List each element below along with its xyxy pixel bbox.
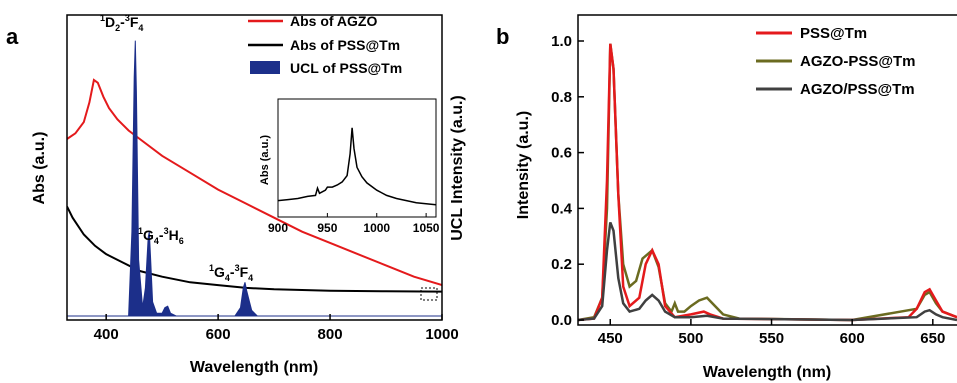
inset-x-tick-label: 950 bbox=[317, 221, 337, 235]
inset-x-tick-label: 1000 bbox=[363, 221, 390, 235]
y-tick-label: 0.8 bbox=[551, 89, 572, 106]
svg-text:1G4-3H6: 1G4-3H6 bbox=[138, 226, 184, 246]
annotation-1g4-3f4: 1G4-3F4 bbox=[209, 263, 253, 283]
panel-b-frame bbox=[577, 14, 957, 326]
inset-plot-area bbox=[278, 127, 436, 206]
svg-text:1G4-3F4: 1G4-3F4 bbox=[209, 263, 253, 283]
inset-frame bbox=[277, 98, 437, 218]
panel-b-plot-area bbox=[578, 43, 957, 322]
y-tick-label: 0.0 bbox=[551, 312, 572, 329]
inset-x-axis: 900 950 1000 1050 bbox=[268, 213, 440, 235]
panel-b-label: b bbox=[496, 24, 509, 49]
inset-ylabel: Abs (a.u.) bbox=[259, 135, 271, 185]
annotation-1g4-3h6: 1G4-3H6 bbox=[138, 226, 184, 246]
panel-b: b Intensity (a.u.) Wavelength (nm) 450 50… bbox=[496, 14, 957, 381]
panel-a-plot-area bbox=[67, 40, 442, 317]
panel-a-right-ylabel: UCL Intensity (a.u.) bbox=[449, 95, 466, 241]
y-tick-label: 0.4 bbox=[551, 200, 573, 217]
panel-a-ylabel: Abs (a.u.) bbox=[31, 132, 48, 205]
series-pss-tm bbox=[578, 43, 957, 322]
inset-series bbox=[278, 127, 436, 206]
panel-b-legend: PSS@Tm AGZO-PSS@Tm AGZO/PSS@Tm bbox=[756, 25, 915, 98]
inset-x-tick-label: 1050 bbox=[413, 221, 440, 235]
panel-a-xlabel: Wavelength (nm) bbox=[190, 359, 318, 376]
panel-b-y-axis: 0.0 0.2 0.4 0.6 0.8 1.0 bbox=[551, 33, 584, 329]
x-tick-label: 1000 bbox=[425, 326, 458, 343]
panel-a-x-axis: 400 600 800 1000 bbox=[94, 314, 459, 343]
legend-swatch-ucl-pss bbox=[250, 61, 280, 74]
series-abs-of-agzo bbox=[67, 78, 442, 287]
series-ucl-of-pss-tm bbox=[67, 40, 442, 317]
legend-label-agzo-pss-tm: AGZO-PSS@Tm bbox=[800, 53, 915, 70]
svg-text:1D2-3F4: 1D2-3F4 bbox=[100, 13, 143, 33]
panel-a-legend: Abs of AGZO Abs of PSS@Tm UCL of PSS@Tm bbox=[248, 13, 402, 76]
legend-label-agzo-slash-pss-tm: AGZO/PSS@Tm bbox=[800, 81, 915, 98]
y-tick-label: 1.0 bbox=[551, 33, 572, 50]
x-tick-label: 550 bbox=[759, 330, 784, 347]
legend-label-abs-pss: Abs of PSS@Tm bbox=[290, 37, 400, 53]
inset-chart: 900 950 1000 1050 Abs (a.u.) bbox=[259, 98, 440, 235]
panel-b-ylabel: Intensity (a.u.) bbox=[515, 111, 532, 219]
panel-b-xlabel: Wavelength (nm) bbox=[703, 364, 831, 381]
y-tick-label: 0.6 bbox=[551, 145, 572, 162]
legend-label-abs-agzo: Abs of AGZO bbox=[290, 13, 377, 29]
panel-a-label: a bbox=[6, 24, 19, 49]
y-tick-label: 0.2 bbox=[551, 256, 572, 273]
x-tick-label: 500 bbox=[678, 330, 703, 347]
x-tick-label: 450 bbox=[598, 330, 623, 347]
x-tick-label: 650 bbox=[920, 330, 945, 347]
legend-label-pss-tm: PSS@Tm bbox=[800, 25, 867, 42]
x-tick-label: 800 bbox=[318, 326, 343, 343]
panel-a-frame bbox=[66, 14, 443, 321]
legend-label-ucl-pss: UCL of PSS@Tm bbox=[290, 60, 402, 76]
panel-a: a Abs (a.u.) UCL Intensity (a.u.) Wavele… bbox=[6, 13, 466, 376]
annotation-1d2-3f4: 1D2-3F4 bbox=[100, 13, 143, 33]
x-tick-label: 600 bbox=[840, 330, 865, 347]
series-agzo-pss-tm bbox=[578, 221, 957, 322]
series-abs-of-pss-tm bbox=[67, 205, 442, 293]
x-tick-label: 400 bbox=[94, 326, 119, 343]
x-tick-label: 600 bbox=[206, 326, 231, 343]
inset-x-tick-label: 900 bbox=[268, 221, 288, 235]
panel-b-x-axis: 450 500 550 600 650 bbox=[598, 319, 945, 347]
zoom-region-box bbox=[420, 287, 438, 301]
